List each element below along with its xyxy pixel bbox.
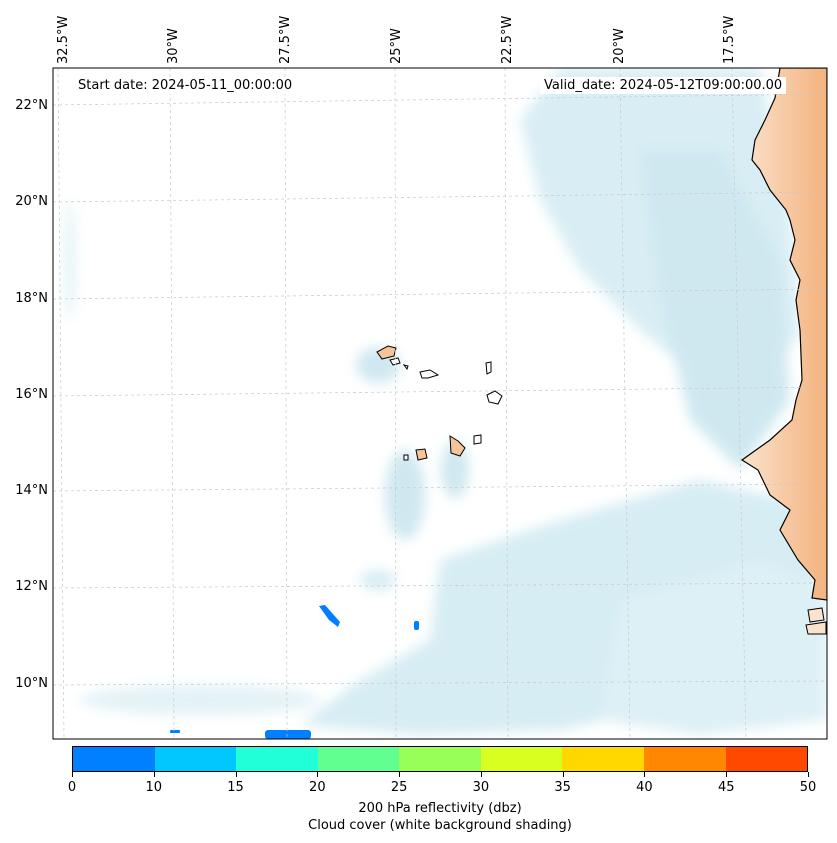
colorbar-tick-label: 20	[309, 780, 326, 795]
colorbar-tick	[153, 772, 155, 777]
reflectivity-colorbar	[72, 746, 808, 772]
colorbar-tick	[562, 772, 564, 777]
lat-label-16n: 16°N	[15, 387, 48, 402]
cloud-patch-west	[65, 200, 75, 320]
cloud-cover-shading	[65, 68, 827, 735]
colorbar-tick-label: 40	[636, 780, 653, 795]
cloud-patch-sw	[80, 685, 320, 715]
colorbar-tick	[72, 772, 73, 777]
lat-label-12n: 12°N	[15, 579, 48, 594]
lon-label-32-5w: 32.5°W	[56, 15, 71, 64]
colorbar-tick-label: 50	[799, 780, 817, 795]
lat-label-22n: 22°N	[15, 98, 48, 113]
graticule	[53, 68, 827, 739]
lon-label-20w: 20°W	[612, 28, 627, 64]
lat-label-14n: 14°N	[15, 483, 48, 498]
cloud-cape-verde-south-b	[441, 442, 469, 498]
reflectivity-cell-3	[265, 730, 311, 739]
colorbar-tick-label: 15	[227, 780, 244, 795]
colorbar-segment-3	[317, 747, 400, 771]
colorbar-segment-0	[73, 747, 155, 771]
lat-label-20n: 20°N	[15, 194, 48, 209]
colorbar-tick-label: 45	[717, 780, 735, 795]
lon-label-17-5w: 17.5°W	[722, 15, 737, 64]
colorbar-tick-label: 35	[554, 780, 571, 795]
reflectivity-cell-4	[170, 730, 180, 733]
colorbar-segment-5	[480, 747, 563, 771]
lon-label-25w: 25°W	[389, 28, 404, 64]
cape-verde-islands	[376, 345, 503, 461]
colorbar-segment-6	[562, 747, 644, 771]
colorbar-label-reflectivity: 200 hPa reflectivity (dbz)	[358, 801, 522, 816]
reflectivity-cell-2	[414, 621, 419, 630]
reflectivity-cells	[170, 605, 419, 739]
lat-label-18n: 18°N	[15, 291, 48, 306]
colorbar-tick-label: 30	[472, 780, 490, 795]
colorbar-tick	[399, 772, 401, 777]
lat-label-10n: 10°N	[15, 676, 48, 691]
colorbar-tick	[480, 772, 482, 777]
colorbar-tick-label: 0	[67, 780, 77, 795]
colorbar-segment-1	[154, 747, 237, 771]
colorbar-tick	[235, 772, 237, 777]
colorbar-tick	[726, 772, 728, 777]
colorbar-segment-4	[399, 747, 481, 771]
colorbar-segment-8	[725, 747, 808, 771]
cloud-band-southeast	[600, 560, 827, 735]
colorbar-tick	[808, 772, 809, 777]
cloud-cape-verde-south-a	[385, 450, 425, 540]
colorbar-segment-2	[236, 747, 318, 771]
start-date-label: Start date: 2024-05-11_00:00:00	[74, 77, 297, 94]
african-coastline	[740, 68, 827, 601]
colorbar-tick-label: 10	[145, 780, 163, 795]
colorbar-tick	[644, 772, 646, 777]
coast-island-a	[807, 607, 825, 623]
cloud-band-east	[640, 150, 790, 470]
colorbar-tick	[317, 772, 319, 777]
colorbar-tick-label: 25	[390, 780, 408, 795]
reflectivity-cell-1	[319, 605, 340, 627]
map-frame	[52, 67, 828, 740]
valid-date-label: Valid_date: 2024-05-12T09:00:00.00	[540, 77, 787, 94]
lon-label-30w: 30°W	[166, 28, 181, 64]
lon-label-22-5w: 22.5°W	[500, 15, 515, 64]
colorbar-segment-7	[643, 747, 726, 771]
cloud-patch-mid	[360, 570, 396, 590]
lon-label-27-5w: 27.5°W	[278, 15, 293, 64]
colorbar-label-cloud-cover: Cloud cover (white background shading)	[308, 818, 572, 833]
coast-island-b	[805, 621, 827, 635]
